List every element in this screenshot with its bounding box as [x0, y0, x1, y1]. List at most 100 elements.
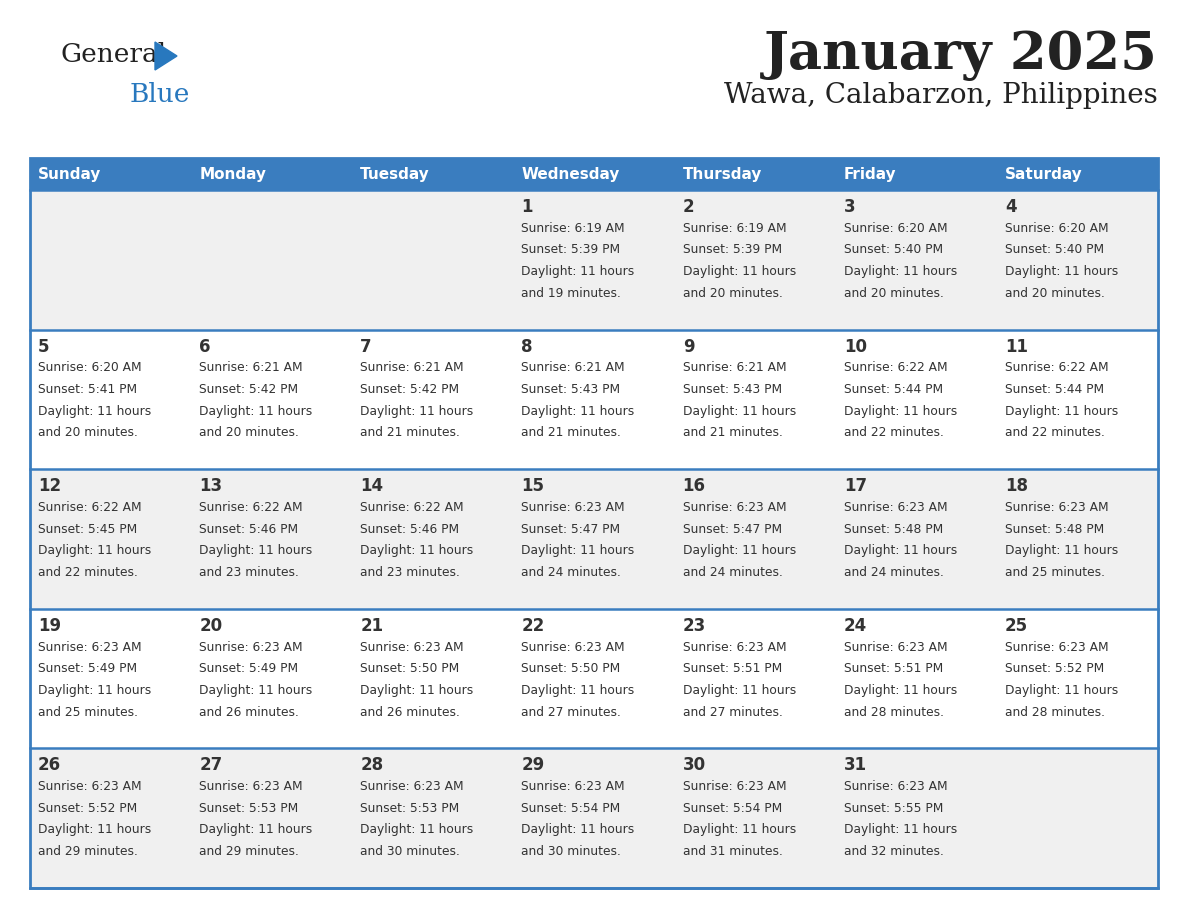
Text: and 22 minutes.: and 22 minutes.: [38, 565, 138, 579]
Text: Sunrise: 6:23 AM: Sunrise: 6:23 AM: [200, 641, 303, 654]
Text: General: General: [61, 42, 166, 68]
Text: and 30 minutes.: and 30 minutes.: [360, 845, 460, 858]
Text: Daylight: 11 hours: Daylight: 11 hours: [843, 405, 958, 418]
Text: Wednesday: Wednesday: [522, 166, 620, 182]
Text: Sunrise: 6:23 AM: Sunrise: 6:23 AM: [843, 641, 947, 654]
Text: Sunrise: 6:23 AM: Sunrise: 6:23 AM: [360, 641, 465, 654]
Text: Sunrise: 6:23 AM: Sunrise: 6:23 AM: [843, 780, 947, 793]
Text: 18: 18: [1005, 477, 1028, 495]
Text: Daylight: 11 hours: Daylight: 11 hours: [38, 405, 151, 418]
Text: and 28 minutes.: and 28 minutes.: [1005, 706, 1105, 719]
Text: Daylight: 11 hours: Daylight: 11 hours: [1005, 544, 1118, 557]
Bar: [191, 330, 353, 469]
Bar: [353, 469, 513, 609]
Text: Sunset: 5:40 PM: Sunset: 5:40 PM: [843, 243, 943, 256]
Bar: [997, 748, 1158, 888]
Bar: [675, 469, 835, 609]
Text: and 21 minutes.: and 21 minutes.: [683, 426, 783, 440]
Text: Daylight: 11 hours: Daylight: 11 hours: [522, 684, 634, 697]
Text: Sunset: 5:40 PM: Sunset: 5:40 PM: [1005, 243, 1104, 256]
Text: Sunrise: 6:23 AM: Sunrise: 6:23 AM: [843, 501, 947, 514]
Text: Sunrise: 6:23 AM: Sunrise: 6:23 AM: [683, 780, 786, 793]
Text: 10: 10: [843, 338, 867, 355]
Bar: [30, 190, 191, 330]
Text: Sunrise: 6:22 AM: Sunrise: 6:22 AM: [1005, 362, 1108, 375]
Text: Sunset: 5:44 PM: Sunset: 5:44 PM: [843, 383, 943, 396]
Text: and 28 minutes.: and 28 minutes.: [843, 706, 943, 719]
Bar: [997, 469, 1158, 609]
Text: 5: 5: [38, 338, 50, 355]
Text: 25: 25: [1005, 617, 1028, 635]
Text: 7: 7: [360, 338, 372, 355]
Text: and 27 minutes.: and 27 minutes.: [683, 706, 783, 719]
Text: and 31 minutes.: and 31 minutes.: [683, 845, 783, 858]
Text: Sunset: 5:50 PM: Sunset: 5:50 PM: [360, 662, 460, 676]
Text: Sunset: 5:53 PM: Sunset: 5:53 PM: [200, 801, 298, 815]
Text: Sunset: 5:42 PM: Sunset: 5:42 PM: [200, 383, 298, 396]
Text: and 24 minutes.: and 24 minutes.: [843, 565, 943, 579]
Text: 13: 13: [200, 477, 222, 495]
Text: Daylight: 11 hours: Daylight: 11 hours: [360, 405, 474, 418]
Text: Sunrise: 6:21 AM: Sunrise: 6:21 AM: [200, 362, 303, 375]
Text: and 20 minutes.: and 20 minutes.: [843, 286, 943, 299]
Bar: [353, 748, 513, 888]
Text: 3: 3: [843, 198, 855, 216]
Text: and 26 minutes.: and 26 minutes.: [200, 706, 299, 719]
Bar: [513, 330, 675, 469]
Text: Sunrise: 6:22 AM: Sunrise: 6:22 AM: [360, 501, 465, 514]
Text: Daylight: 11 hours: Daylight: 11 hours: [360, 684, 474, 697]
Text: Sunrise: 6:21 AM: Sunrise: 6:21 AM: [522, 362, 625, 375]
Text: Sunset: 5:51 PM: Sunset: 5:51 PM: [683, 662, 782, 676]
Text: and 27 minutes.: and 27 minutes.: [522, 706, 621, 719]
Text: and 29 minutes.: and 29 minutes.: [200, 845, 299, 858]
Text: 17: 17: [843, 477, 867, 495]
Text: Daylight: 11 hours: Daylight: 11 hours: [683, 544, 796, 557]
Bar: [513, 609, 675, 748]
Bar: [675, 330, 835, 469]
Bar: [513, 158, 675, 190]
Text: Daylight: 11 hours: Daylight: 11 hours: [200, 823, 312, 836]
Bar: [835, 748, 997, 888]
Text: Sunset: 5:43 PM: Sunset: 5:43 PM: [522, 383, 620, 396]
Bar: [997, 190, 1158, 330]
Text: Daylight: 11 hours: Daylight: 11 hours: [522, 544, 634, 557]
Text: 8: 8: [522, 338, 533, 355]
Text: 1: 1: [522, 198, 533, 216]
Text: Sunrise: 6:19 AM: Sunrise: 6:19 AM: [522, 222, 625, 235]
Text: Saturday: Saturday: [1005, 166, 1082, 182]
Text: Blue: Blue: [129, 82, 190, 107]
Text: 16: 16: [683, 477, 706, 495]
Text: and 26 minutes.: and 26 minutes.: [360, 706, 460, 719]
Text: and 21 minutes.: and 21 minutes.: [360, 426, 460, 440]
Text: 21: 21: [360, 617, 384, 635]
Text: Daylight: 11 hours: Daylight: 11 hours: [200, 405, 312, 418]
Bar: [513, 748, 675, 888]
Text: Daylight: 11 hours: Daylight: 11 hours: [683, 405, 796, 418]
Text: Sunset: 5:48 PM: Sunset: 5:48 PM: [843, 522, 943, 535]
Text: 11: 11: [1005, 338, 1028, 355]
Text: 2: 2: [683, 198, 694, 216]
Text: and 30 minutes.: and 30 minutes.: [522, 845, 621, 858]
Text: and 21 minutes.: and 21 minutes.: [522, 426, 621, 440]
Text: Sunrise: 6:20 AM: Sunrise: 6:20 AM: [38, 362, 141, 375]
Text: 9: 9: [683, 338, 694, 355]
Text: January 2025: January 2025: [764, 30, 1158, 81]
Text: Sunrise: 6:20 AM: Sunrise: 6:20 AM: [1005, 222, 1108, 235]
Text: Sunset: 5:45 PM: Sunset: 5:45 PM: [38, 522, 138, 535]
Text: Sunrise: 6:21 AM: Sunrise: 6:21 AM: [683, 362, 786, 375]
Text: and 22 minutes.: and 22 minutes.: [843, 426, 943, 440]
Text: Sunday: Sunday: [38, 166, 101, 182]
Bar: [353, 190, 513, 330]
Bar: [191, 190, 353, 330]
Text: and 19 minutes.: and 19 minutes.: [522, 286, 621, 299]
Text: and 20 minutes.: and 20 minutes.: [683, 286, 783, 299]
Text: Sunset: 5:48 PM: Sunset: 5:48 PM: [1005, 522, 1104, 535]
Text: Sunset: 5:47 PM: Sunset: 5:47 PM: [683, 522, 782, 535]
Text: and 32 minutes.: and 32 minutes.: [843, 845, 943, 858]
Text: 22: 22: [522, 617, 545, 635]
Text: and 23 minutes.: and 23 minutes.: [200, 565, 299, 579]
Text: Sunset: 5:41 PM: Sunset: 5:41 PM: [38, 383, 137, 396]
Text: Sunrise: 6:23 AM: Sunrise: 6:23 AM: [683, 641, 786, 654]
Text: Sunrise: 6:23 AM: Sunrise: 6:23 AM: [200, 780, 303, 793]
Text: 24: 24: [843, 617, 867, 635]
